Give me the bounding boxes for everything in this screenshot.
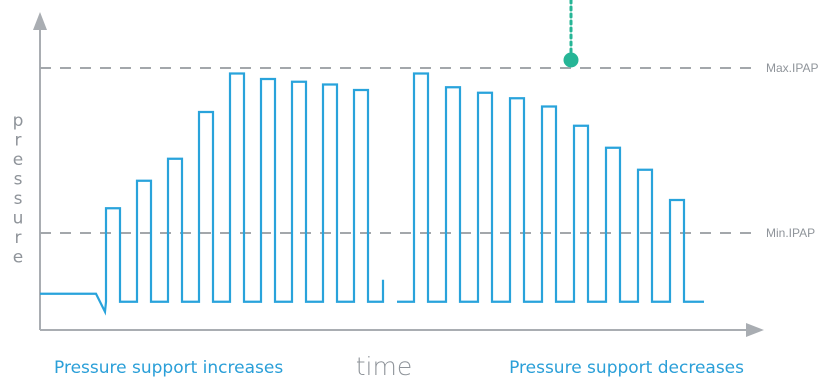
reference-lines: Max.IPAP Min.IPAP xyxy=(40,61,818,240)
axes xyxy=(33,12,764,337)
y-axis-label-letter: r xyxy=(15,131,22,151)
y-axis-label-letter: e xyxy=(13,248,23,268)
min-ipap-label: Min.IPAP xyxy=(766,226,815,240)
pointer-dot-icon xyxy=(563,52,579,68)
y-axis-label-letter: u xyxy=(13,209,24,229)
x-axis-arrow-icon xyxy=(746,323,764,337)
y-axis-arrow-icon xyxy=(33,12,47,30)
max-ipap-label: Max.IPAP xyxy=(766,61,818,75)
signal-increasing-phase xyxy=(40,72,385,316)
phase-label-increase: Pressure support increases xyxy=(54,358,283,378)
phase-label-decrease: Pressure support decreases xyxy=(509,358,744,378)
x-axis-label: time xyxy=(356,352,412,378)
signal-decreasing-phase xyxy=(397,72,704,303)
y-axis-label-letter: s xyxy=(14,170,23,190)
y-axis-label-letter: e xyxy=(13,150,23,170)
pressure-signal xyxy=(40,72,704,316)
y-axis-label-letter: p xyxy=(13,111,24,131)
y-axis-label-letter: r xyxy=(15,228,22,248)
y-axis-label-letter: s xyxy=(14,189,23,209)
pointer-marker xyxy=(563,0,579,68)
